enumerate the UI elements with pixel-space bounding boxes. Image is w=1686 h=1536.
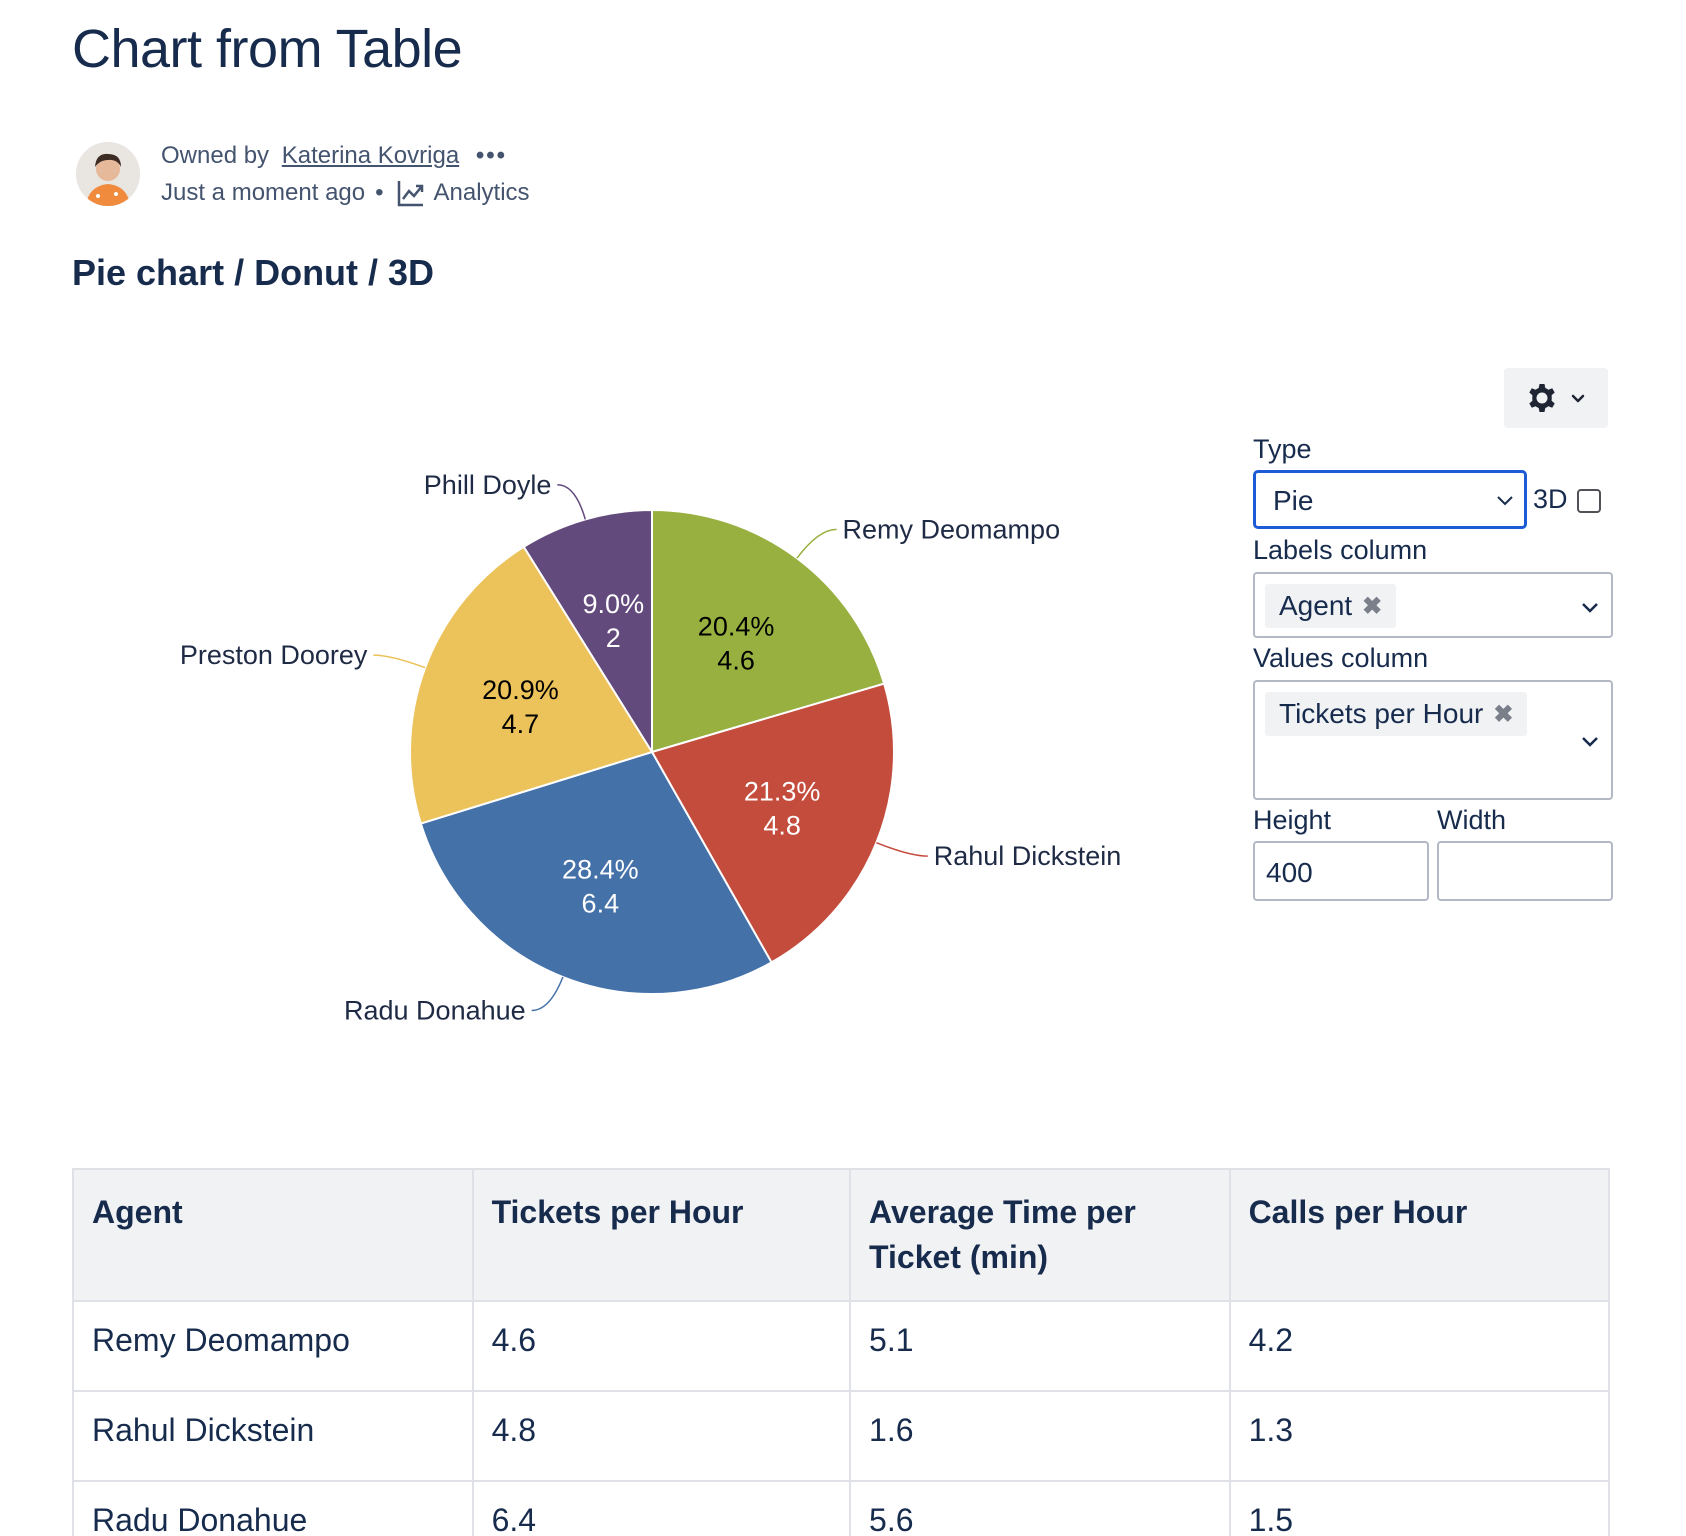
analytics-link[interactable]: Analytics: [433, 179, 530, 206]
leader-line: [796, 528, 837, 559]
table-cell: 1.3: [1228, 1390, 1611, 1482]
page-title: Chart from Table: [72, 19, 463, 79]
table-header-agent: Agent: [72, 1168, 474, 1302]
owned-by-label: Owned by: [161, 142, 270, 169]
timestamp-line: Just a moment ago • Analytics: [161, 178, 530, 208]
table-cell: 6.4: [471, 1480, 852, 1536]
slice-percent-label: 20.9%: [482, 675, 559, 705]
threed-checkbox[interactable]: [1577, 489, 1601, 513]
chevron-down-icon: [1582, 603, 1598, 613]
chip-label: Agent: [1279, 590, 1353, 621]
timestamp: Just a moment ago: [161, 179, 366, 206]
pie-slice[interactable]: [522, 508, 653, 756]
slice-percent-label: 21.3%: [744, 777, 821, 807]
pie-slice[interactable]: [409, 545, 654, 825]
table-cell: 4.8: [471, 1390, 852, 1482]
table-cell: Rahul Dickstein: [72, 1390, 474, 1482]
remove-chip-icon[interactable]: ✖: [1493, 700, 1514, 728]
avatar[interactable]: [76, 142, 140, 206]
slice-category-label: Radu Donahue: [344, 995, 526, 1025]
width-input[interactable]: [1437, 841, 1613, 901]
analytics-icon[interactable]: [396, 178, 426, 208]
slice-value-label: 4.7: [502, 709, 540, 739]
table-cell: 4.2: [1228, 1300, 1611, 1392]
table-row: Radu Donahue 6.4 5.6 1.5: [72, 1480, 1611, 1536]
chevron-down-icon: [1497, 496, 1513, 506]
section-heading: Pie chart / Donut / 3D: [72, 252, 435, 293]
height-input[interactable]: 400: [1253, 841, 1429, 901]
type-label: Type: [1253, 434, 1312, 464]
data-table: Agent Tickets per Hour Average Time per …: [72, 1168, 1611, 1536]
leader-line: [557, 484, 587, 520]
values-column-chip[interactable]: Tickets per Hour ✖: [1265, 692, 1528, 736]
pie-chart: 20.4% 4.6 Remy Deomampo 21.3% 4.8 Rahul Dicks…: [180, 470, 1122, 1026]
table-cell: 5.6: [849, 1480, 1231, 1536]
leader-line: [876, 841, 928, 857]
height-label: Height: [1253, 805, 1332, 835]
slice-percent-label: 20.4%: [698, 612, 775, 642]
slice-category-label: Rahul Dickstein: [934, 841, 1122, 871]
values-column-label: Values column: [1253, 643, 1429, 673]
more-actions-icon[interactable]: •••: [475, 142, 508, 169]
chart-settings-button[interactable]: [1504, 368, 1608, 428]
slice-value-label: 4.8: [763, 811, 801, 841]
separator-dot: •: [375, 179, 384, 206]
chevron-down-icon: [1571, 394, 1585, 403]
table-cell: 4.6: [471, 1300, 852, 1392]
table-cell: 1.5: [1228, 1480, 1611, 1536]
table-header-calls: Calls per Hour: [1228, 1168, 1611, 1302]
table-cell: Radu Donahue: [72, 1480, 474, 1536]
labels-column-chip[interactable]: Agent ✖: [1265, 584, 1397, 628]
table-row: Rahul Dickstein 4.8 1.6 1.3: [72, 1390, 1611, 1482]
chevron-down-icon: [1582, 737, 1598, 747]
leader-line: [531, 976, 564, 1012]
slice-category-label: Preston Doorey: [180, 640, 368, 670]
chip-label: Tickets per Hour: [1279, 698, 1484, 729]
slice-percent-label: 28.4%: [562, 855, 639, 885]
width-label: Width: [1437, 805, 1507, 835]
threed-label: 3D: [1533, 484, 1568, 514]
owner-line: Owned by Katerina Kovriga •••: [161, 142, 507, 172]
table-header-row: Agent Tickets per Hour Average Time per …: [72, 1168, 1611, 1302]
table-cell: 5.1: [849, 1300, 1231, 1392]
table-cell: 1.6: [849, 1390, 1231, 1482]
pie-slice[interactable]: [419, 750, 773, 995]
owner-link[interactable]: Katerina Kovriga: [281, 142, 460, 169]
remove-chip-icon[interactable]: ✖: [1362, 592, 1383, 620]
table-row: Remy Deomampo 4.6 5.1 4.2: [72, 1300, 1611, 1392]
leader-line: [373, 654, 426, 669]
slice-percent-label: 9.0%: [583, 589, 645, 619]
type-select[interactable]: Pie: [1253, 470, 1527, 529]
slice-value-label: 2: [606, 623, 621, 653]
values-column-select[interactable]: Tickets per Hour ✖: [1253, 680, 1613, 800]
table-header-avg-time: Average Time per Ticket (min): [849, 1168, 1231, 1302]
slice-value-label: 4.6: [717, 646, 755, 676]
labels-column-select[interactable]: Agent ✖: [1253, 572, 1613, 638]
gear-icon: [1529, 384, 1555, 412]
slice-category-label: Phill Doyle: [424, 470, 552, 500]
table-header-tickets: Tickets per Hour: [471, 1168, 852, 1302]
table-cell: Remy Deomampo: [72, 1300, 474, 1392]
type-select-value: Pie: [1273, 485, 1314, 516]
labels-column-label: Labels column: [1253, 535, 1428, 565]
slice-category-label: Remy Deomampo: [843, 514, 1061, 544]
slice-value-label: 6.4: [582, 889, 620, 919]
